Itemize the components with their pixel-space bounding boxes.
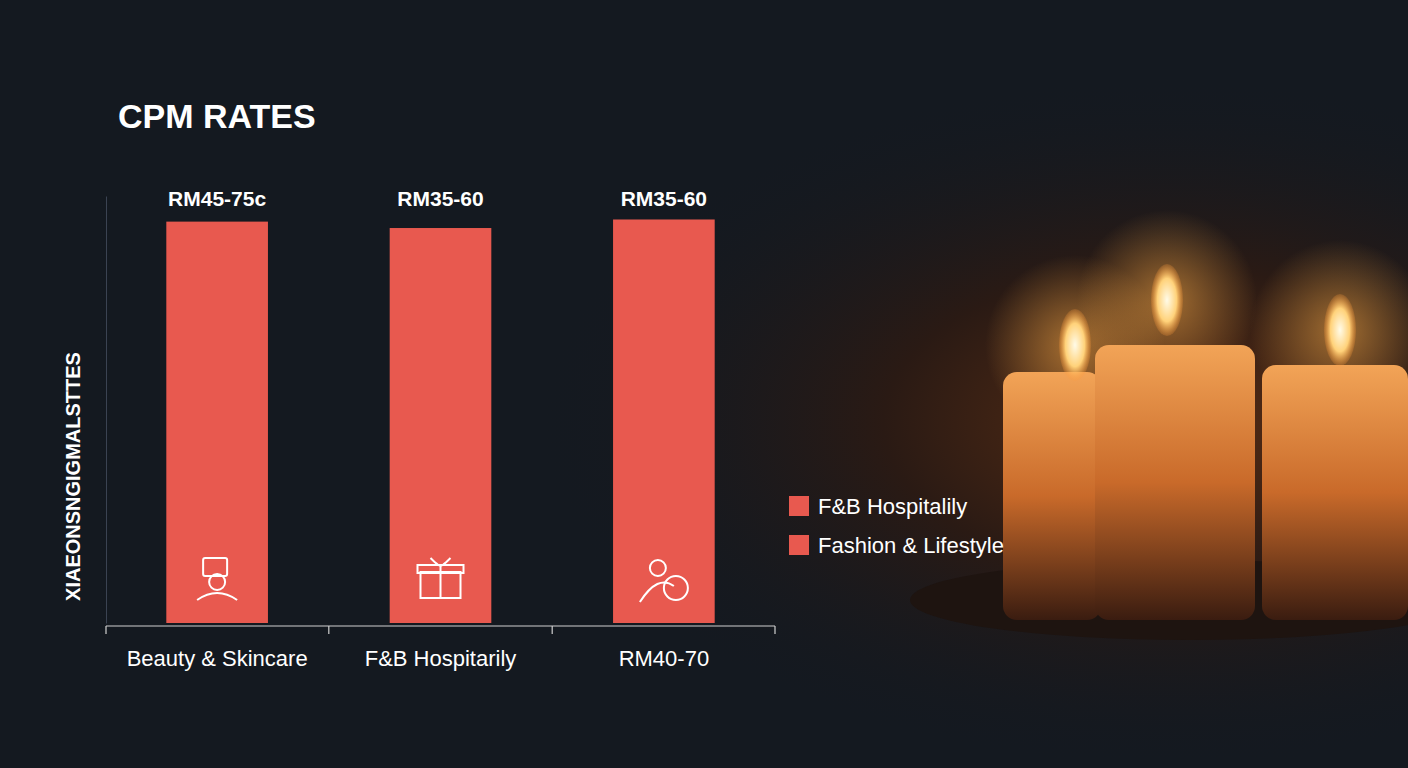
legend-label: Fashion & Lifestyle	[818, 533, 1004, 558]
x-tick: F&B Hospitarily	[365, 626, 517, 671]
bar-annotation: RM35-60	[397, 187, 483, 210]
bar-icon	[640, 560, 688, 602]
candle-body	[1262, 365, 1408, 620]
bar-icon	[197, 558, 237, 600]
background-glow	[0, 0, 1408, 768]
title: CPM RATES	[118, 97, 316, 135]
legend-item: F&B Hospitalily	[789, 494, 967, 519]
band-divider	[328, 626, 329, 634]
bar	[613, 219, 715, 623]
bar-icon	[418, 558, 464, 598]
band-divider	[552, 626, 553, 634]
legend: F&B Hospitalily Fashion & Lifestyle	[789, 494, 1004, 558]
x-tick: RM40-70	[619, 626, 709, 671]
bar	[390, 228, 492, 623]
bar	[166, 222, 268, 623]
band-divider	[105, 626, 106, 634]
x-axis-line	[106, 625, 775, 626]
chart: CPM RATES XIAEONSNGIGMALSTTES RM45-75c RM35…	[0, 0, 1408, 768]
y-axis-line	[106, 197, 107, 624]
icon-part	[650, 560, 666, 576]
bar-annotation: RM35-60	[621, 187, 707, 210]
y-axis-title: XIAEONSNGIGMALSTTES	[62, 352, 84, 601]
icon-part	[664, 576, 688, 600]
x-axis: Beauty & Skincare F&B Hospitarily RM40-70	[106, 626, 775, 671]
plot-area	[166, 219, 714, 623]
candles	[910, 210, 1408, 640]
icon-part	[209, 574, 225, 590]
legend-swatch	[789, 535, 809, 555]
candle-flame	[1151, 264, 1183, 336]
band-divider	[774, 626, 775, 634]
icon-part	[640, 582, 674, 602]
candle-body	[1095, 345, 1255, 620]
x-tick-label: F&B Hospitarily	[365, 646, 517, 671]
legend-item: Fashion & Lifestyle	[789, 533, 1004, 558]
icon-part	[431, 558, 451, 598]
icon-part	[197, 593, 237, 600]
y-axis	[106, 197, 107, 624]
candle-body	[1003, 372, 1101, 620]
x-tick-label: Beauty & Skincare	[127, 646, 308, 671]
candle-flame	[1324, 294, 1356, 366]
x-tick-label: RM40-70	[619, 646, 709, 671]
legend-swatch	[789, 496, 809, 516]
legend-label: F&B Hospitalily	[818, 494, 967, 519]
background	[0, 0, 1408, 768]
x-tick: Beauty & Skincare	[127, 626, 308, 671]
bar-icons	[197, 558, 688, 602]
bar-annotation: RM45-75c	[168, 187, 266, 210]
